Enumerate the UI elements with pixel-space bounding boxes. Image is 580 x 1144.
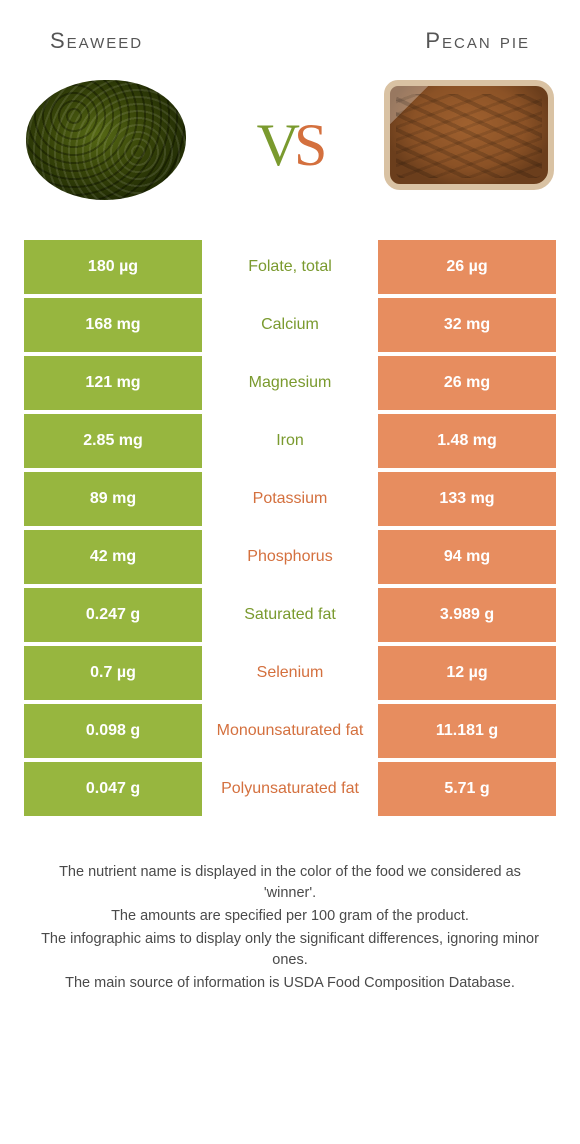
- table-row: 0.247 gSaturated fat3.989 g: [24, 588, 556, 642]
- seaweed-image: [26, 80, 196, 210]
- nutrient-label: Iron: [202, 414, 378, 468]
- value-left: 180 µg: [24, 240, 202, 294]
- title-right: Pecan pie: [425, 28, 530, 54]
- table-row: 0.047 gPolyunsaturated fat5.71 g: [24, 762, 556, 816]
- table-row: 180 µgFolate, total26 µg: [24, 240, 556, 294]
- vs-v: V: [257, 111, 296, 180]
- value-right: 32 mg: [378, 298, 556, 352]
- value-left: 0.047 g: [24, 762, 202, 816]
- value-left: 42 mg: [24, 530, 202, 584]
- value-right: 26 µg: [378, 240, 556, 294]
- comparison-table: 180 µgFolate, total26 µg168 mgCalcium32 …: [24, 240, 556, 816]
- table-row: 2.85 mgIron1.48 mg: [24, 414, 556, 468]
- footer-line: The infographic aims to display only the…: [36, 929, 544, 971]
- table-row: 0.098 gMonounsaturated fat11.181 g: [24, 704, 556, 758]
- value-right: 1.48 mg: [378, 414, 556, 468]
- value-right: 3.989 g: [378, 588, 556, 642]
- nutrient-label: Polyunsaturated fat: [202, 762, 378, 816]
- header: Seaweed Pecan pie: [0, 0, 580, 64]
- value-right: 5.71 g: [378, 762, 556, 816]
- nutrient-label: Saturated fat: [202, 588, 378, 642]
- value-left: 0.247 g: [24, 588, 202, 642]
- value-left: 121 mg: [24, 356, 202, 410]
- nutrient-label: Calcium: [202, 298, 378, 352]
- value-left: 2.85 mg: [24, 414, 202, 468]
- pecan-pie-image: [384, 80, 554, 210]
- footer-line: The nutrient name is displayed in the co…: [36, 862, 544, 904]
- value-left: 168 mg: [24, 298, 202, 352]
- table-row: 168 mgCalcium32 mg: [24, 298, 556, 352]
- nutrient-label: Selenium: [202, 646, 378, 700]
- nutrient-label: Potassium: [202, 472, 378, 526]
- value-left: 0.098 g: [24, 704, 202, 758]
- nutrient-label: Magnesium: [202, 356, 378, 410]
- value-right: 11.181 g: [378, 704, 556, 758]
- value-right: 12 µg: [378, 646, 556, 700]
- table-row: 121 mgMagnesium26 mg: [24, 356, 556, 410]
- vs-s: S: [294, 111, 323, 180]
- footer-line: The amounts are specified per 100 gram o…: [36, 906, 544, 927]
- footer-notes: The nutrient name is displayed in the co…: [0, 820, 580, 994]
- value-right: 26 mg: [378, 356, 556, 410]
- title-left: Seaweed: [50, 28, 143, 54]
- vs-row: V S: [0, 64, 580, 234]
- value-left: 89 mg: [24, 472, 202, 526]
- value-right: 133 mg: [378, 472, 556, 526]
- nutrient-label: Folate, total: [202, 240, 378, 294]
- vs-label: V S: [257, 111, 324, 180]
- value-right: 94 mg: [378, 530, 556, 584]
- nutrient-label: Monounsaturated fat: [202, 704, 378, 758]
- table-row: 89 mgPotassium133 mg: [24, 472, 556, 526]
- table-row: 0.7 µgSelenium12 µg: [24, 646, 556, 700]
- table-row: 42 mgPhosphorus94 mg: [24, 530, 556, 584]
- nutrient-label: Phosphorus: [202, 530, 378, 584]
- footer-line: The main source of information is USDA F…: [36, 973, 544, 994]
- value-left: 0.7 µg: [24, 646, 202, 700]
